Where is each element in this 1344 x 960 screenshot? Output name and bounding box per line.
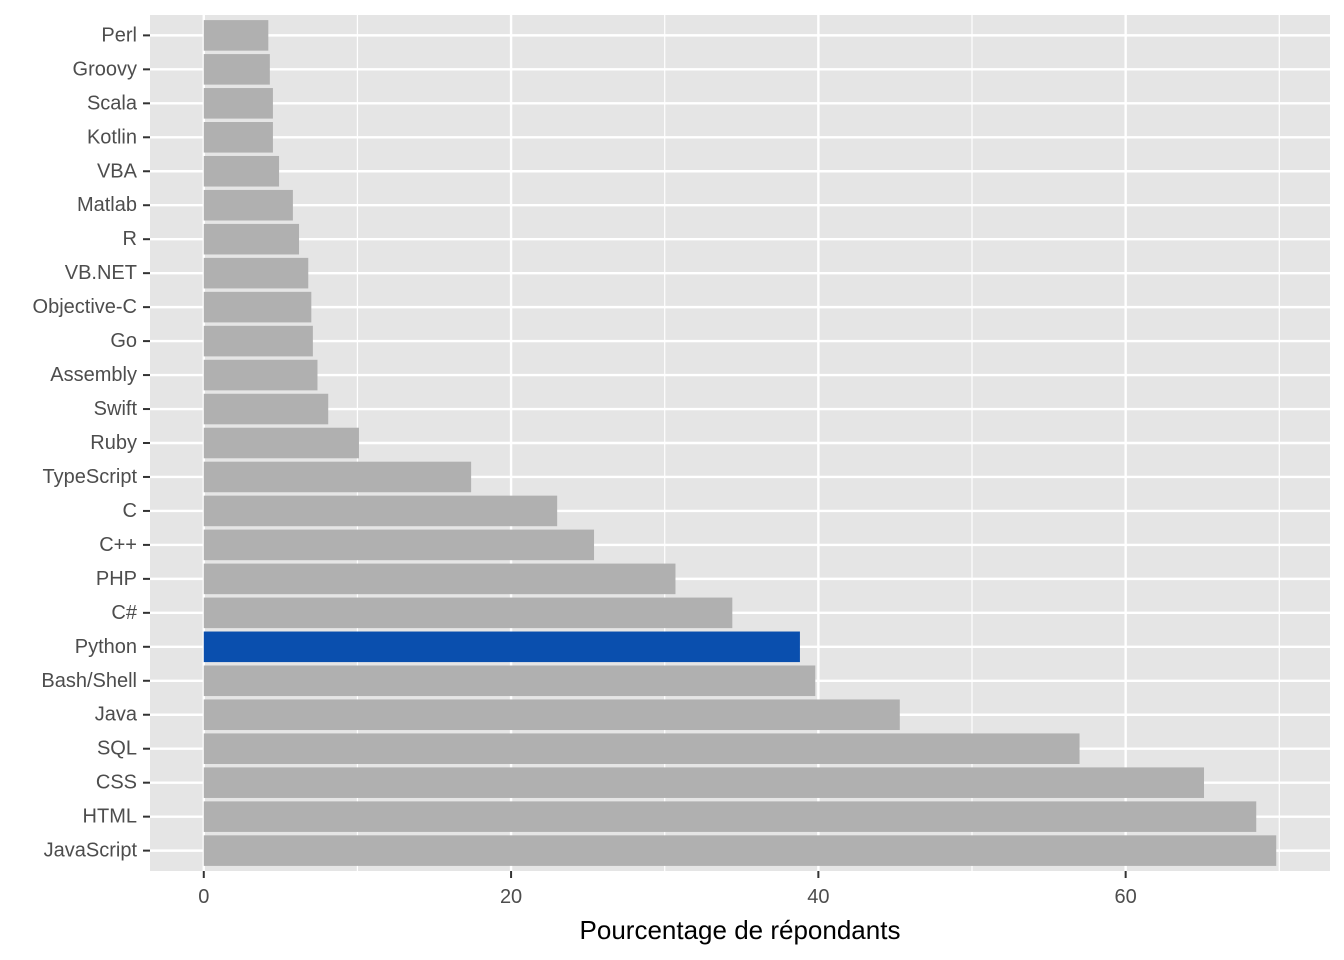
x-axis-title: Pourcentage de répondants [580, 915, 901, 945]
y-tick-label: JavaScript [44, 840, 138, 862]
x-tick-label: 40 [807, 886, 829, 908]
bar-r [203, 223, 300, 255]
y-tick-label: VB.NET [65, 262, 137, 284]
y-axis: Perl Groovy Scala Kotlin VBA Matlab R VB.NET Obj… [33, 24, 150, 862]
y-tick-label: Assembly [50, 364, 137, 386]
y-tick-label: HTML [83, 806, 137, 828]
y-tick-label: Kotlin [87, 126, 137, 148]
bar-typescript [203, 461, 472, 493]
y-tick-label: Bash/Shell [41, 670, 137, 692]
x-axis: 0 20 40 60 [198, 871, 1137, 908]
bar-c [203, 495, 558, 527]
bar-perl [203, 20, 269, 51]
y-tick-label: C# [111, 602, 137, 624]
bar-python [203, 631, 800, 663]
bar-html [203, 801, 1257, 832]
bar-c- [203, 597, 733, 629]
y-tick-label: R [123, 228, 137, 250]
y-tick-label: SQL [97, 738, 137, 760]
x-tick-label: 20 [500, 886, 522, 908]
y-tick-label: C [123, 500, 137, 522]
bar-matlab [203, 189, 293, 221]
bar-java [203, 699, 900, 731]
x-tick-label: 0 [198, 886, 209, 908]
bar-objective-c [203, 291, 312, 323]
y-tick-label: Matlab [77, 194, 137, 216]
grid-lines [150, 15, 1330, 871]
bar-swift [203, 393, 329, 425]
bar-go [203, 325, 313, 357]
bar-bash-shell [203, 665, 816, 697]
y-tick-label: Scala [87, 92, 138, 114]
bar-vb-net [203, 257, 309, 289]
bar-groovy [203, 54, 270, 85]
bar-css [203, 767, 1205, 798]
y-tick-label: C++ [99, 534, 137, 556]
y-tick-label: Java [95, 704, 138, 726]
bar-assembly [203, 359, 318, 391]
bar-php [203, 563, 676, 595]
y-tick-label: Ruby [90, 432, 137, 454]
y-tick-label: Python [75, 636, 137, 658]
bar-sql [203, 733, 1080, 764]
bar-javascript [203, 835, 1277, 866]
x-tick-label: 60 [1115, 886, 1137, 908]
y-tick-label: Objective-C [33, 296, 137, 318]
y-tick-label: Swift [94, 398, 138, 420]
bars [203, 20, 1277, 866]
y-tick-label: Go [110, 330, 137, 352]
bar-ruby [203, 427, 359, 459]
y-tick-label: VBA [97, 160, 138, 182]
bar-kotlin [203, 122, 273, 153]
bar-c- [203, 529, 595, 561]
bar-vba [203, 155, 280, 187]
y-tick-label: TypeScript [43, 466, 138, 488]
y-tick-label: Groovy [73, 58, 137, 80]
y-tick-label: Perl [101, 24, 137, 46]
y-tick-label: CSS [96, 772, 137, 794]
y-tick-label: PHP [96, 568, 137, 590]
bar-scala [203, 88, 273, 119]
